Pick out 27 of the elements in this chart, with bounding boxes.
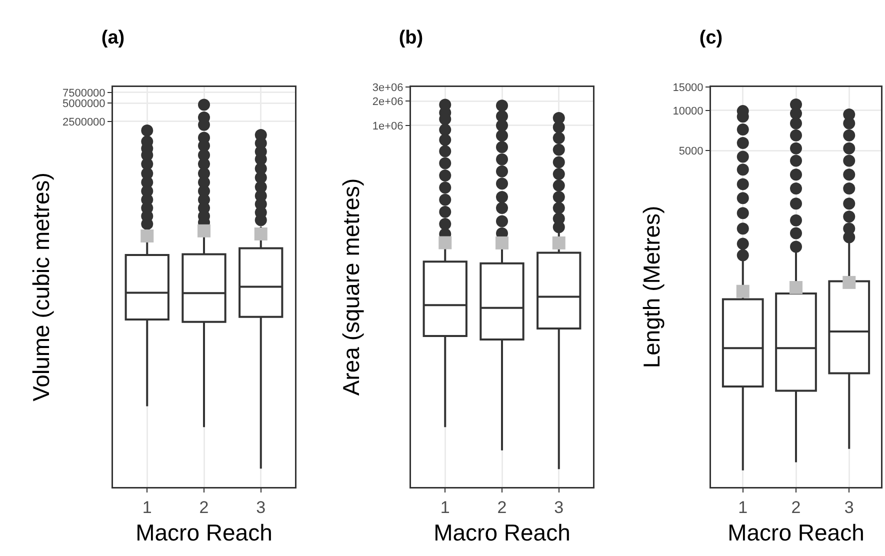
y-axis-title: Area (square metres)	[338, 178, 364, 396]
x-tick-label: 2	[497, 498, 507, 517]
x-tick-label: 2	[791, 498, 801, 517]
y-tick-label: 3e+06	[372, 82, 404, 94]
chart-title: (b)	[398, 27, 424, 48]
x-tick-label: 3	[256, 498, 266, 517]
x-axis-title: Macro Reach	[136, 519, 272, 546]
chart-title: (c)	[699, 27, 723, 48]
x-tick-label: 1	[440, 498, 450, 517]
y-tick-label: 2e+06	[372, 96, 404, 108]
y-tick-label: 15000	[672, 82, 704, 94]
y-tick-label: 10000	[672, 105, 704, 118]
x-tick-label: 3	[554, 498, 564, 517]
y-axis-title: Length (Metres)	[638, 206, 664, 368]
x-tick-label: 1	[142, 498, 152, 517]
y-tick-label: 1e+06	[372, 120, 404, 132]
chart-title: (a)	[101, 27, 125, 48]
x-tick-label: 3	[844, 498, 854, 517]
x-axis-title: Macro Reach	[728, 519, 864, 546]
x-tick-label: 2	[199, 498, 209, 517]
y-axis-title: Volume (cubic metres)	[28, 172, 54, 402]
y-tick-label: 5000000	[62, 98, 106, 110]
y-tick-label: 2500000	[62, 116, 106, 128]
y-tick-label: 7500000	[62, 87, 106, 100]
x-tick-label: 1	[738, 498, 748, 517]
x-axis-title: Macro Reach	[434, 519, 570, 546]
y-tick-label: 5000	[678, 145, 704, 158]
